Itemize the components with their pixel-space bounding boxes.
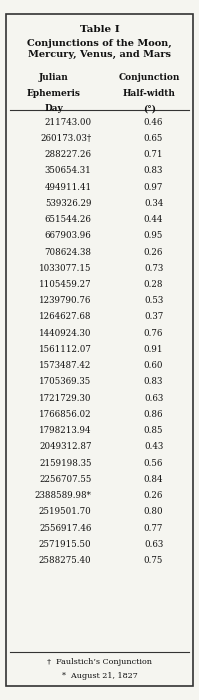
Text: 0.60: 0.60 (144, 361, 163, 370)
Text: 0.65: 0.65 (144, 134, 163, 143)
Text: 0.53: 0.53 (144, 296, 163, 305)
Text: 2519501.70: 2519501.70 (39, 508, 92, 517)
Text: 539326.29: 539326.29 (45, 199, 92, 208)
Text: Conjunctions of the Moon,: Conjunctions of the Moon, (27, 38, 172, 48)
Text: 0.95: 0.95 (144, 231, 163, 240)
Text: 0.75: 0.75 (144, 556, 163, 565)
Text: 1239790.76: 1239790.76 (39, 296, 92, 305)
Text: 0.63: 0.63 (144, 393, 163, 402)
Text: Day: Day (44, 104, 63, 113)
Text: 0.97: 0.97 (144, 183, 163, 192)
Text: 708624.38: 708624.38 (45, 248, 92, 256)
Text: 2388589.98*: 2388589.98* (35, 491, 92, 500)
Text: 667903.96: 667903.96 (45, 231, 92, 240)
Text: Half-width: Half-width (123, 89, 176, 98)
Text: 2049312.87: 2049312.87 (39, 442, 92, 452)
Text: 0.77: 0.77 (144, 524, 163, 533)
Text: 0.34: 0.34 (144, 199, 163, 208)
Text: †  Faulstich’s Conjunction: † Faulstich’s Conjunction (47, 658, 152, 666)
Text: 2571915.50: 2571915.50 (39, 540, 92, 549)
Text: 1264627.68: 1264627.68 (39, 312, 92, 321)
Text: 0.26: 0.26 (144, 248, 163, 256)
Text: 2159198.35: 2159198.35 (39, 458, 92, 468)
Text: 651544.26: 651544.26 (45, 215, 92, 224)
Text: 1440924.30: 1440924.30 (39, 329, 92, 337)
Text: 1561112.07: 1561112.07 (39, 345, 92, 354)
Text: 0.56: 0.56 (144, 458, 163, 468)
Text: 0.63: 0.63 (144, 540, 163, 549)
Text: 2256707.55: 2256707.55 (39, 475, 92, 484)
Text: 1573487.42: 1573487.42 (39, 361, 92, 370)
Text: 0.46: 0.46 (144, 118, 163, 127)
Text: *  August 21, 1827: * August 21, 1827 (62, 672, 137, 680)
Text: Conjunction: Conjunction (119, 74, 180, 83)
Text: 0.73: 0.73 (144, 264, 163, 273)
Text: 0.84: 0.84 (144, 475, 163, 484)
Text: 0.86: 0.86 (144, 410, 163, 419)
Text: 0.37: 0.37 (144, 312, 163, 321)
Text: 350654.31: 350654.31 (45, 167, 92, 175)
Text: 2588275.40: 2588275.40 (39, 556, 92, 565)
Text: 0.76: 0.76 (144, 329, 163, 337)
Text: 0.43: 0.43 (144, 442, 163, 452)
Text: 288227.26: 288227.26 (45, 150, 92, 159)
Text: 0.85: 0.85 (144, 426, 163, 435)
Text: 0.26: 0.26 (144, 491, 163, 500)
Text: 2556917.46: 2556917.46 (39, 524, 92, 533)
Text: 0.71: 0.71 (144, 150, 163, 159)
Text: 0.83: 0.83 (144, 377, 163, 386)
Text: Mercury, Venus, and Mars: Mercury, Venus, and Mars (28, 50, 171, 60)
Text: 1105459.27: 1105459.27 (39, 280, 92, 289)
Text: 494911.41: 494911.41 (44, 183, 92, 192)
Text: 260173.03†: 260173.03† (40, 134, 92, 143)
Text: 1705369.35: 1705369.35 (39, 377, 92, 386)
Text: 1798213.94: 1798213.94 (39, 426, 92, 435)
Text: 0.91: 0.91 (144, 345, 163, 354)
Text: 1766856.02: 1766856.02 (39, 410, 92, 419)
Text: 0.80: 0.80 (143, 508, 163, 517)
FancyBboxPatch shape (6, 14, 193, 686)
Text: Table I: Table I (80, 25, 119, 34)
Text: 1721729.30: 1721729.30 (39, 393, 92, 402)
Text: 0.44: 0.44 (144, 215, 163, 224)
Text: Julian: Julian (39, 74, 69, 83)
Text: (°): (°) (143, 104, 156, 113)
Text: 0.28: 0.28 (144, 280, 163, 289)
Text: 0.83: 0.83 (144, 167, 163, 175)
Text: Ephemeris: Ephemeris (27, 89, 81, 98)
Text: 1033077.15: 1033077.15 (39, 264, 92, 273)
Text: 211743.00: 211743.00 (44, 118, 92, 127)
